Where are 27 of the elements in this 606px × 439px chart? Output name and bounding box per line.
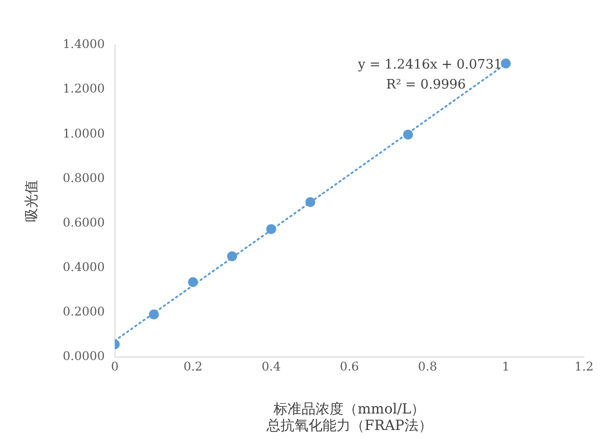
- y-tick-label: 0.6000: [62, 215, 105, 230]
- point: [500, 58, 511, 68]
- x-tick-label: 0.6: [340, 359, 359, 374]
- point: [188, 277, 198, 288]
- y-tick-label: 1.0000: [62, 126, 105, 140]
- y-tick-label: 0.2000: [62, 304, 105, 319]
- point: [266, 224, 276, 234]
- y-axis-title: 吸光值: [24, 180, 40, 222]
- y-tick-label: 0.8000: [62, 170, 105, 185]
- x-tick-label: 1: [502, 359, 510, 374]
- y-tick-label: 1.2000: [62, 82, 105, 96]
- x-tick-label: 0.4: [262, 359, 282, 374]
- point: [227, 251, 238, 262]
- x-tick-label: 0.2: [183, 359, 203, 374]
- x-axis-title: 标准品浓度（mmol/L）: [272, 401, 426, 418]
- x-tick-label: 0: [110, 359, 119, 374]
- point: [403, 130, 414, 140]
- annotation: y = 1.2416x + 0.0731: [357, 57, 502, 72]
- y-tick-label: 0.4000: [62, 260, 105, 274]
- y-tick-label: 1.4000: [62, 37, 105, 52]
- y-tick-label: 0.0000: [62, 349, 105, 364]
- x-tick-label: 0.8: [418, 359, 438, 374]
- point: [148, 309, 159, 320]
- annotation: R² = 0.9996: [386, 77, 466, 92]
- text: 总抗氧化能力（FRAP法）: [265, 418, 432, 434]
- x-tick-label: 1.2: [574, 359, 594, 374]
- point: [305, 197, 316, 208]
